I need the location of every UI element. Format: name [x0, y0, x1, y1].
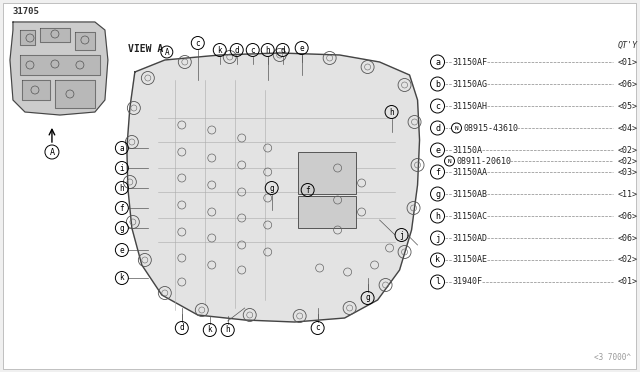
- Text: h: h: [225, 326, 230, 334]
- Text: f: f: [435, 167, 440, 176]
- Text: <05>: <05>: [618, 102, 637, 110]
- Text: VIEW A: VIEW A: [128, 44, 163, 54]
- Text: 31150AE: 31150AE: [452, 256, 488, 264]
- Text: 31150AG: 31150AG: [452, 80, 488, 89]
- Text: <01>: <01>: [618, 58, 637, 67]
- Polygon shape: [75, 32, 95, 50]
- Text: h: h: [389, 108, 394, 116]
- Text: f: f: [305, 186, 310, 195]
- Text: e: e: [300, 44, 304, 52]
- Polygon shape: [20, 55, 100, 75]
- Text: f: f: [120, 203, 124, 212]
- Text: b: b: [435, 80, 440, 89]
- Text: <3 7000^: <3 7000^: [595, 353, 631, 362]
- Text: <02>: <02>: [618, 256, 637, 264]
- Text: <01>: <01>: [618, 278, 637, 286]
- Text: 08915-43610: 08915-43610: [463, 124, 518, 132]
- Text: e: e: [120, 246, 124, 254]
- Text: 31150AC: 31150AC: [452, 212, 488, 221]
- Text: <02>: <02>: [618, 145, 637, 154]
- Text: N: N: [454, 125, 458, 131]
- Text: g: g: [365, 294, 370, 302]
- Text: h: h: [120, 183, 124, 192]
- Text: 31705: 31705: [12, 7, 39, 16]
- Text: 31150AB: 31150AB: [452, 189, 488, 199]
- Text: j: j: [399, 231, 404, 240]
- Text: j: j: [435, 234, 440, 243]
- Text: c: c: [250, 45, 255, 55]
- Text: c: c: [316, 324, 320, 333]
- Text: c: c: [435, 102, 440, 110]
- Polygon shape: [40, 28, 70, 42]
- Text: g: g: [120, 224, 124, 232]
- Text: d: d: [179, 324, 184, 333]
- Text: <06>: <06>: [618, 80, 637, 89]
- Text: 31150AA: 31150AA: [452, 167, 488, 176]
- Text: <11>: <11>: [618, 189, 637, 199]
- Text: A: A: [164, 48, 169, 57]
- Text: 31150AF: 31150AF: [452, 58, 488, 67]
- Text: e: e: [435, 145, 440, 154]
- Text: a: a: [435, 58, 440, 67]
- Text: l: l: [435, 278, 440, 286]
- Text: k: k: [435, 256, 440, 264]
- Text: i: i: [120, 164, 124, 173]
- Text: <02>: <02>: [618, 157, 637, 166]
- Text: 31150AH: 31150AH: [452, 102, 488, 110]
- Text: k: k: [218, 45, 222, 55]
- Text: a: a: [120, 144, 124, 153]
- Text: g: g: [435, 189, 440, 199]
- Polygon shape: [22, 80, 50, 100]
- FancyBboxPatch shape: [298, 152, 356, 194]
- Polygon shape: [55, 80, 95, 108]
- Text: 31940F: 31940F: [452, 278, 483, 286]
- Text: h: h: [266, 45, 270, 55]
- Polygon shape: [10, 22, 108, 115]
- Text: N: N: [447, 158, 451, 164]
- Text: 31150A: 31150A: [452, 145, 483, 154]
- Text: g: g: [269, 183, 274, 192]
- Text: d: d: [435, 124, 440, 132]
- Text: <06>: <06>: [618, 234, 637, 243]
- Text: d: d: [280, 45, 285, 55]
- Text: d: d: [234, 45, 239, 55]
- Text: h: h: [435, 212, 440, 221]
- FancyBboxPatch shape: [298, 196, 356, 228]
- FancyBboxPatch shape: [3, 3, 636, 369]
- Text: k: k: [207, 326, 212, 334]
- Text: <03>: <03>: [618, 167, 637, 176]
- Text: <06>: <06>: [618, 212, 637, 221]
- Polygon shape: [20, 30, 35, 45]
- Text: 08911-20610: 08911-20610: [456, 157, 511, 166]
- Text: A: A: [49, 148, 54, 157]
- Text: k: k: [120, 273, 124, 282]
- Text: c: c: [195, 38, 200, 48]
- Text: QT'Y: QT'Y: [618, 41, 637, 50]
- Polygon shape: [127, 53, 420, 322]
- Text: 31150AD: 31150AD: [452, 234, 488, 243]
- Text: <04>: <04>: [618, 124, 637, 132]
